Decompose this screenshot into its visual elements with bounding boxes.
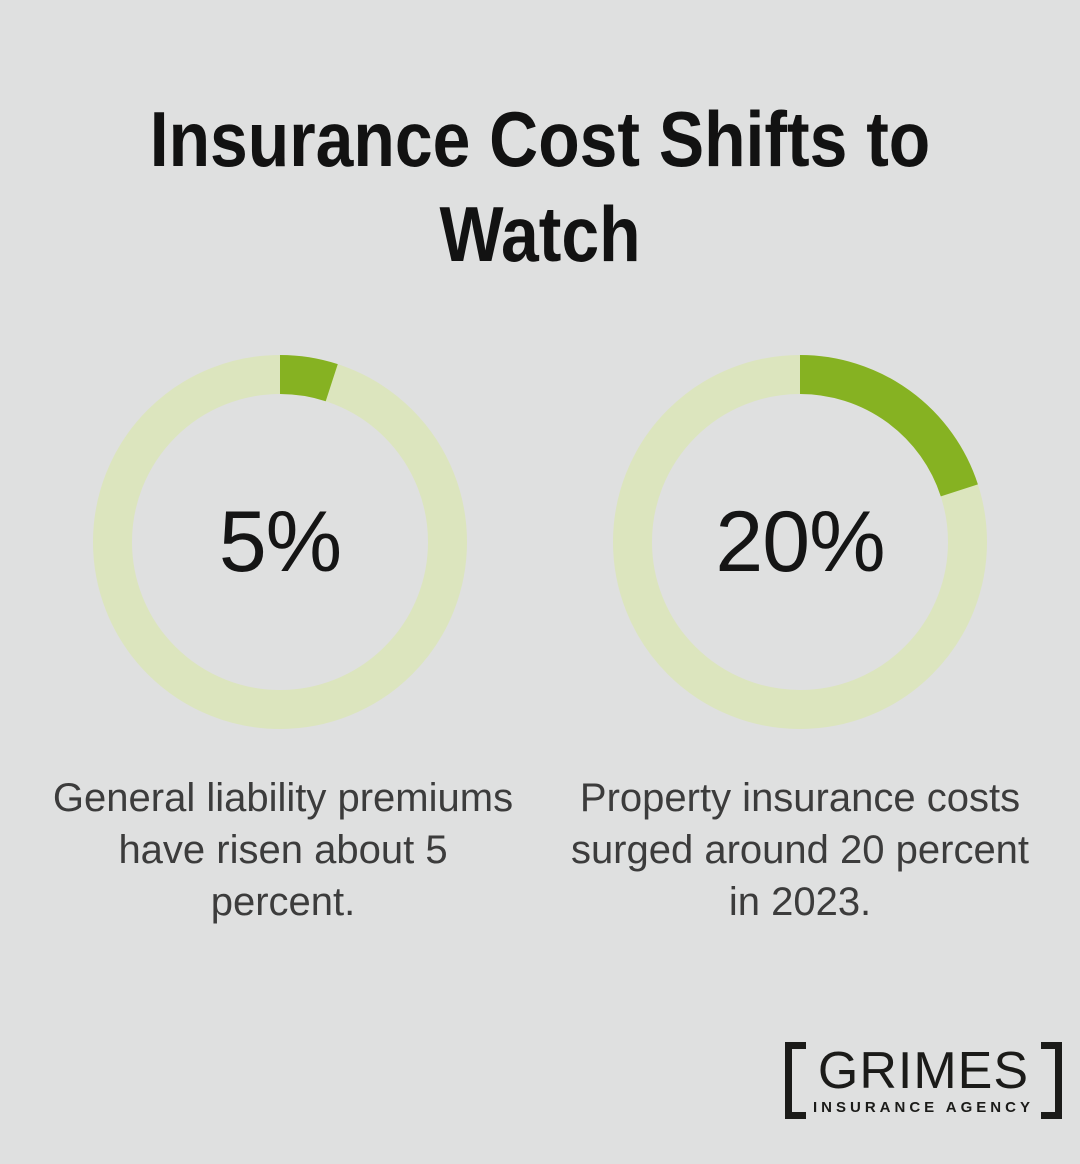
donut-arc-value bbox=[93, 355, 467, 729]
donut-chart-general-liability: 5% bbox=[92, 354, 468, 730]
logo-right-bracket-icon bbox=[1040, 1042, 1062, 1119]
logo-subtitle: INSURANCE AGENCY bbox=[813, 1099, 1034, 1116]
logo-left-bracket-icon bbox=[785, 1042, 806, 1119]
page-title: Insurance Cost Shifts to Watch bbox=[149, 95, 931, 278]
donut-center-value: 5% bbox=[218, 493, 342, 590]
donut-chart-property-insurance: 20% bbox=[612, 354, 988, 730]
donut-center-value: 20% bbox=[715, 493, 885, 590]
logo-name: GRIMES bbox=[817, 1042, 1030, 1100]
donut-ring-svg bbox=[613, 355, 987, 729]
logo-text-block: GRIMES INSURANCE AGENCY bbox=[806, 1042, 1041, 1119]
caption-general-liability: General liability premiums have risen ab… bbox=[52, 776, 514, 924]
donut-arc-value bbox=[613, 355, 987, 729]
donut-ring-svg bbox=[93, 355, 467, 729]
brand-logo: GRIMES INSURANCE AGENCY bbox=[785, 1042, 1062, 1119]
caption-property-insurance: Property insurance costs surged around 2… bbox=[570, 776, 1030, 924]
